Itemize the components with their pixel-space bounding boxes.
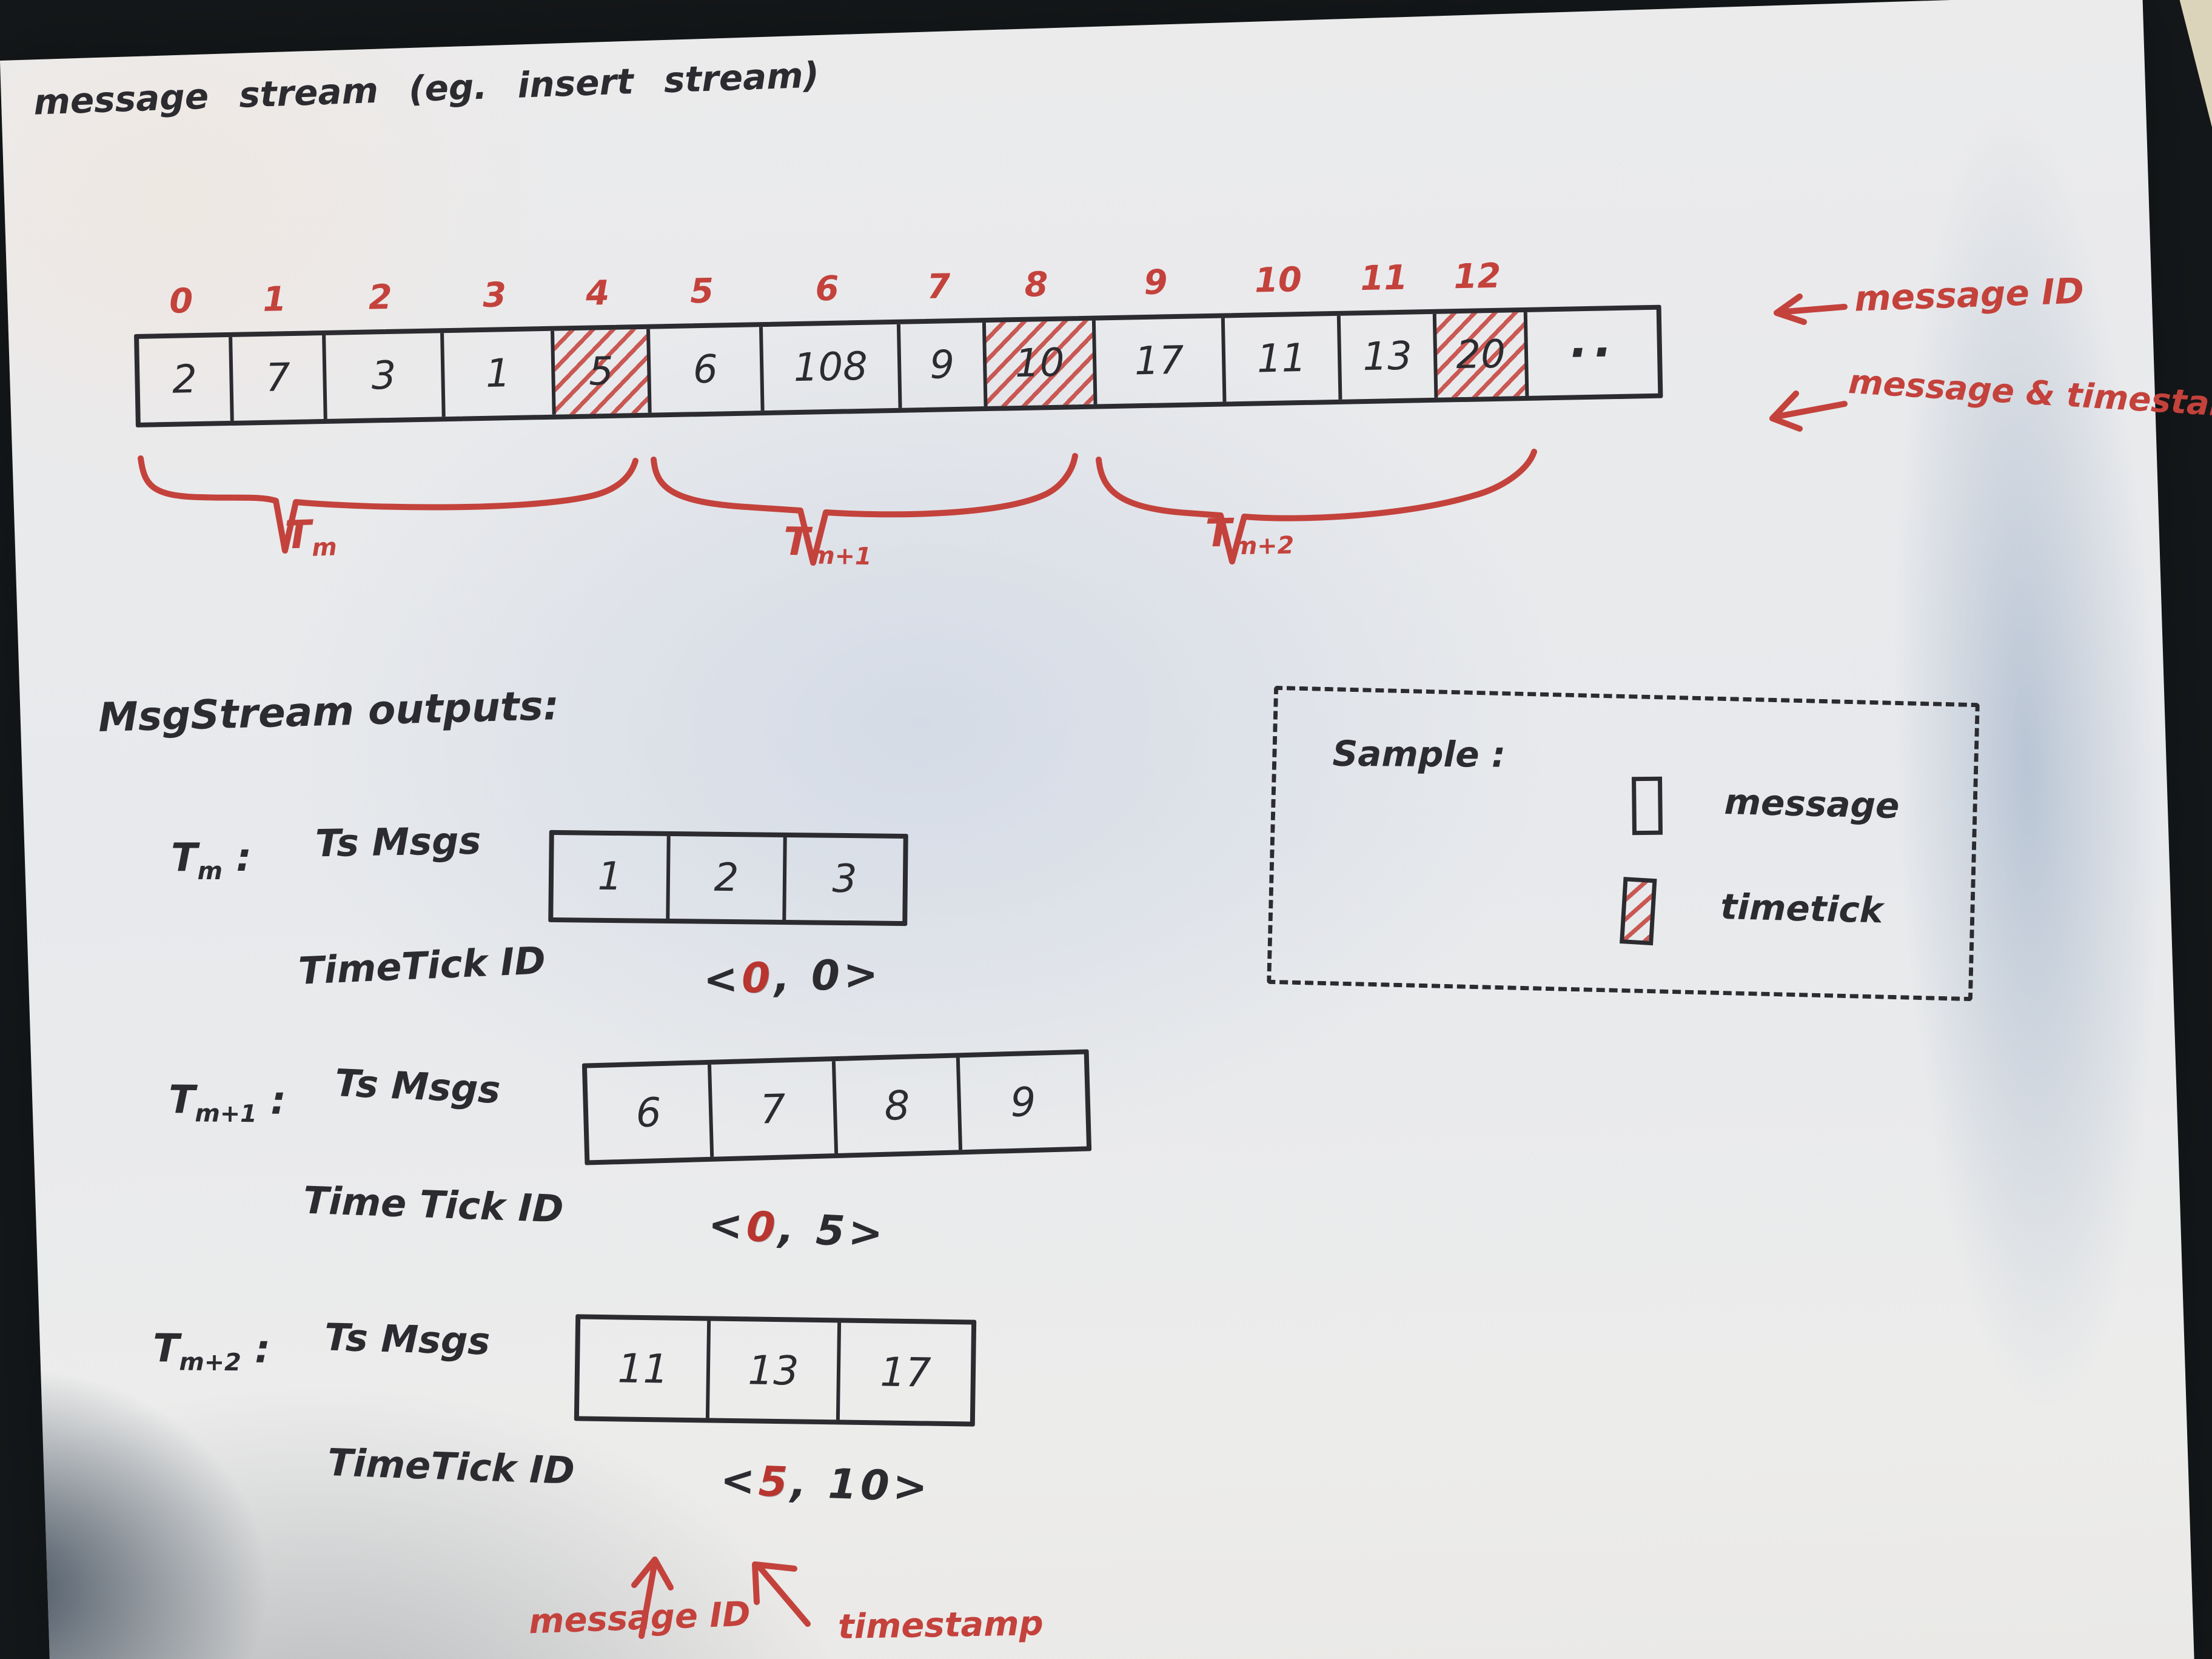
tm1-msg-cell: 6 (587, 1064, 714, 1161)
tm1-msg-cell: 9 (1010, 1078, 1037, 1126)
legend-title: Sample : (1332, 732, 1506, 776)
tuple-open: < (707, 1201, 748, 1251)
row-tm2-msgs-label: Ts Msgs (324, 1315, 491, 1364)
tm1-msg-cell: 8 (835, 1057, 963, 1153)
legend-timetick-label: timetick (1720, 885, 1884, 931)
row-tm1-label: Tm+1 : (169, 1078, 286, 1128)
row-tm-label: Tm : (171, 836, 252, 885)
window-brace-tm2 (1096, 449, 1537, 565)
tm-msg-cell: 2 (669, 836, 787, 920)
window-label-tm2: Tm+2 (1205, 510, 1294, 561)
window-label-sub: m (311, 533, 338, 562)
row-tm2-ticklabel: TimeTick ID (326, 1439, 575, 1493)
pointer-label-message-id: message ID (528, 1594, 751, 1642)
tuple-timestamp: 5 (814, 1206, 850, 1256)
row-tm2-msgs-box: 11 13 17 (574, 1314, 977, 1427)
colon: : (236, 836, 252, 880)
window-label-tm: Tm (284, 512, 338, 563)
tuple-timestamp: 0 (810, 951, 845, 1000)
tm2-msg-cell: 17 (879, 1348, 931, 1396)
tuple-timestamp: 10 (827, 1460, 894, 1510)
tuple-open: < (719, 1456, 760, 1506)
window-label-base: T (783, 519, 811, 565)
pointer-arrow-timestamp (752, 1561, 811, 1627)
indices-arrow-label: message ID (1853, 270, 2085, 320)
pointer-label-timestamp: timestamp (837, 1604, 1044, 1647)
row-tm1-ticklabel: Time Tick ID (302, 1178, 565, 1232)
t-sub: m+2 (179, 1348, 241, 1377)
tuple-sep: , (789, 1459, 830, 1509)
row-tm-timetick-tuple: <0, 0> (703, 950, 883, 1004)
window-label-base: T (284, 512, 312, 558)
t-sub: m (197, 857, 223, 885)
legend-message-label: message (1723, 781, 1900, 827)
tuple-close: > (842, 950, 883, 1000)
window-label-sub: m+2 (1232, 531, 1295, 561)
tuple-sep: , (773, 952, 813, 1002)
tm2-msg-cell: 13 (709, 1321, 842, 1420)
arrow-to-index-row (1774, 293, 1848, 325)
row-tm2-label: Tm+2 : (153, 1326, 270, 1376)
t-base: T (152, 1326, 180, 1372)
colon: : (254, 1327, 271, 1372)
tuple-message-id: 0 (745, 1202, 780, 1253)
tuple-close: > (892, 1462, 932, 1512)
window-label-tm1: Tm+1 (783, 520, 872, 571)
window-label-sub: m+1 (809, 541, 872, 571)
sample-legend-box: Sample : message timetick (1267, 685, 1980, 1002)
pointer-arrow-message-id (631, 1557, 674, 1639)
tm2-msg-cell: 11 (578, 1319, 711, 1418)
tuple-message-id: 0 (740, 954, 775, 1003)
tuple-sep: , (777, 1204, 817, 1255)
row-tm-msgs-label: Ts Msgs (315, 818, 481, 866)
row-tm1-timetick-tuple: <0, 5> (707, 1201, 888, 1258)
legend-message-swatch (1632, 776, 1663, 836)
window-label-base: T (1205, 511, 1233, 557)
row-tm1-msgs-label: Ts Msgs (333, 1061, 501, 1112)
window-brace-tm1 (651, 453, 1078, 566)
row-tm2-timetick-tuple: <5, 10> (720, 1456, 932, 1512)
window-brace-tm (138, 455, 638, 554)
arrow-to-stream-cells (1769, 390, 1848, 432)
tm1-msg-cell: 7 (711, 1061, 839, 1157)
t-base: T (168, 1078, 196, 1123)
tm-msg-cell: 1 (553, 834, 671, 919)
colon: : (270, 1078, 287, 1124)
tuple-open: < (702, 954, 743, 1005)
t-sub: m+1 (195, 1099, 257, 1128)
tuple-close: > (846, 1208, 888, 1258)
tm-msg-cell: 3 (832, 856, 857, 902)
t-base: T (171, 836, 198, 880)
tuple-message-id: 5 (757, 1458, 792, 1507)
legend-timetick-swatch (1620, 877, 1657, 946)
